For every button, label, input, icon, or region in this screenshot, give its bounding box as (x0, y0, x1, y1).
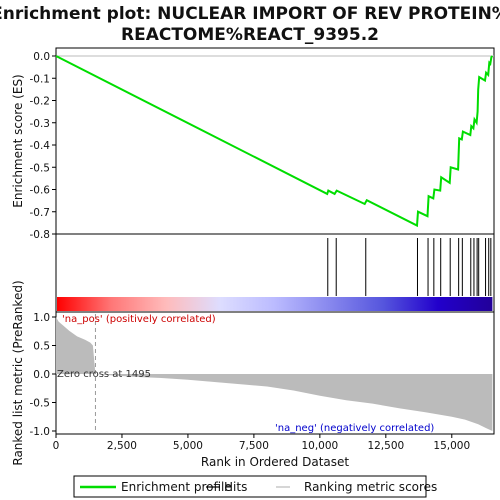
negative-correlated-label: 'na_neg' (negatively correlated) (275, 423, 434, 434)
rank-ytick-label: -1.0 (30, 426, 51, 438)
x-axis-label: Rank in Ordered Dataset (201, 455, 349, 469)
chart-title-line1: Enrichment plot: NUCLEAR IMPORT OF REV P… (0, 4, 500, 24)
zero-cross-label: Zero cross at 1495 (57, 369, 151, 380)
es-ytick-label: -0.8 (30, 229, 51, 241)
legend-box (73, 475, 427, 498)
xtick-label: 0 (53, 440, 60, 452)
es-panel-frame (55, 47, 495, 235)
rank-ytick-label: 0.5 (33, 341, 50, 353)
chart-title-line2: REACTOME%REACT_9395.2 (121, 25, 379, 45)
es-ytick-label: 0.0 (33, 51, 50, 63)
rank-heat-bar (57, 297, 493, 311)
x-axis: 0 2,500 5,000 7,500 10,000 12,500 15,000 (53, 434, 470, 452)
es-ytick-label: -0.5 (30, 162, 51, 174)
xtick-label: 12,500 (367, 440, 404, 452)
es-ytick-label: -0.3 (30, 118, 51, 130)
es-ylabel: Enrichment score (ES) (11, 74, 25, 207)
enrichment-profile-line (55, 55, 494, 228)
xtick-label: 10,000 (301, 440, 338, 452)
xtick-label: 2,500 (107, 440, 137, 452)
xtick-label: 5,000 (173, 440, 203, 452)
rank-y-axis: 1.0 0.5 0.0 -0.5 -1.0 (30, 312, 56, 438)
legend-label: Enrichment profile (121, 480, 232, 494)
es-ytick-label: -0.7 (30, 207, 51, 219)
xtick-label: 15,000 (433, 440, 470, 452)
rank-ylabel: Ranked list metric (PreRanked) (11, 280, 25, 465)
rank-panel-frame (55, 311, 495, 435)
es-ytick-label: -0.2 (30, 96, 51, 108)
legend-label: Ranking metric scores (304, 480, 437, 494)
es-ytick-label: -0.4 (30, 140, 51, 152)
rank-ytick-label: 1.0 (33, 312, 50, 324)
positive-correlated-label: 'na_pos' (positively correlated) (62, 314, 216, 325)
ranking-metric-area (56, 317, 493, 431)
legend-label: Hits (224, 480, 247, 494)
es-ytick-label: -0.6 (30, 185, 51, 197)
es-y-axis: 0.0 -0.1 -0.2 -0.3 -0.4 -0.5 -0.6 -0.7 -0.8 (30, 51, 56, 241)
xtick-label: 7,500 (239, 440, 269, 452)
rank-ytick-label: -0.5 (30, 398, 51, 410)
es-ytick-label: -0.1 (30, 73, 51, 85)
rank-ytick-label: 0.0 (33, 369, 50, 381)
hits-marks (327, 238, 492, 296)
